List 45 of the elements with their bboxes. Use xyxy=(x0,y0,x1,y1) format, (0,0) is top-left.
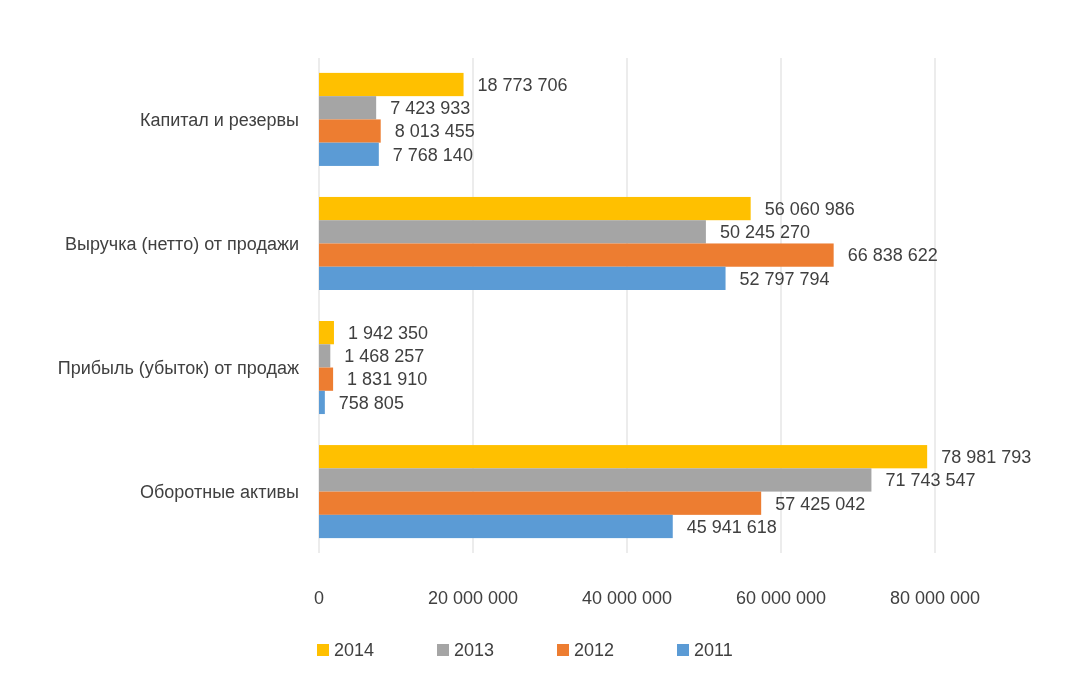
data-label: 71 743 547 xyxy=(885,470,976,491)
bar xyxy=(319,96,377,120)
data-label: 56 060 986 xyxy=(764,198,855,219)
bar xyxy=(319,243,834,267)
data-label: 50 245 270 xyxy=(719,222,810,243)
bar xyxy=(319,445,928,469)
x-tick-label: 40 000 000 xyxy=(581,588,673,609)
data-label: 1 942 350 xyxy=(347,322,429,343)
data-label: 8 013 455 xyxy=(394,121,475,142)
legend-label: 2013 xyxy=(454,640,495,661)
y-tick-label: Выручка (нетто) от продажи xyxy=(65,233,299,254)
bar xyxy=(319,266,726,290)
x-tick-label: 60 000 000 xyxy=(735,588,827,609)
bar xyxy=(319,119,381,143)
bar xyxy=(319,367,334,391)
data-label: 45 941 618 xyxy=(686,516,777,537)
data-label: 78 981 793 xyxy=(941,447,1032,467)
legend-label: 2014 xyxy=(334,640,375,661)
data-label: 52 797 794 xyxy=(739,268,830,289)
bar xyxy=(319,220,706,244)
data-label: 66 838 622 xyxy=(847,245,938,266)
bar xyxy=(319,344,331,368)
data-label: 1 831 910 xyxy=(347,369,428,390)
y-tick-label: Капитал и резервы xyxy=(139,109,299,130)
legend-label: 2011 xyxy=(694,640,733,661)
y-tick-label: Оборотные активы xyxy=(140,481,299,502)
bar xyxy=(319,468,872,492)
data-label: 1 468 257 xyxy=(344,346,425,367)
bar xyxy=(319,321,334,345)
legend-label: 2012 xyxy=(574,640,615,661)
bar xyxy=(319,72,464,97)
bar xyxy=(319,491,762,515)
data-label: 758 805 xyxy=(338,392,404,413)
bar xyxy=(319,514,673,539)
data-label: 7 423 933 xyxy=(390,98,471,119)
y-tick-label: Прибыль (убыток) от продаж xyxy=(57,357,299,378)
data-label: 18 773 706 xyxy=(477,74,568,95)
x-tick-label: 0 xyxy=(313,588,325,609)
x-tick-label: 80 000 000 xyxy=(889,588,981,609)
data-label: 7 768 140 xyxy=(392,144,473,165)
bar xyxy=(319,142,379,166)
bar xyxy=(319,390,325,415)
x-tick-label: 20 000 000 xyxy=(427,588,519,609)
data-label: 57 425 042 xyxy=(775,493,866,514)
bar xyxy=(319,196,751,221)
